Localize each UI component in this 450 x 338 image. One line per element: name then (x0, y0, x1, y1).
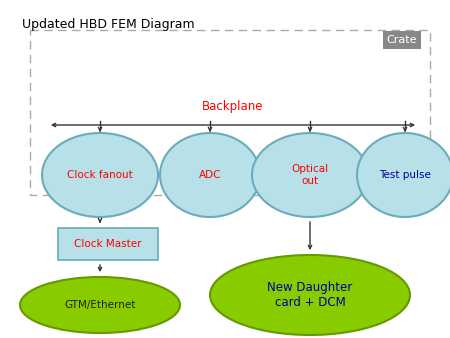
Text: Updated HBD FEM Diagram: Updated HBD FEM Diagram (22, 18, 194, 31)
Text: Crate: Crate (387, 35, 417, 45)
Ellipse shape (252, 133, 368, 217)
Ellipse shape (210, 255, 410, 335)
Text: ADC: ADC (199, 170, 221, 180)
Text: Clock fanout: Clock fanout (67, 170, 133, 180)
Text: Test pulse: Test pulse (379, 170, 431, 180)
Text: GTM/Ethernet: GTM/Ethernet (64, 300, 136, 310)
Ellipse shape (20, 277, 180, 333)
Ellipse shape (42, 133, 158, 217)
Text: Optical
out: Optical out (292, 164, 328, 186)
Ellipse shape (357, 133, 450, 217)
Text: Backplane: Backplane (202, 100, 264, 113)
Text: New Daughter
card + DCM: New Daughter card + DCM (267, 281, 353, 309)
Text: Clock Master: Clock Master (74, 239, 142, 249)
Ellipse shape (160, 133, 260, 217)
FancyBboxPatch shape (58, 228, 158, 260)
